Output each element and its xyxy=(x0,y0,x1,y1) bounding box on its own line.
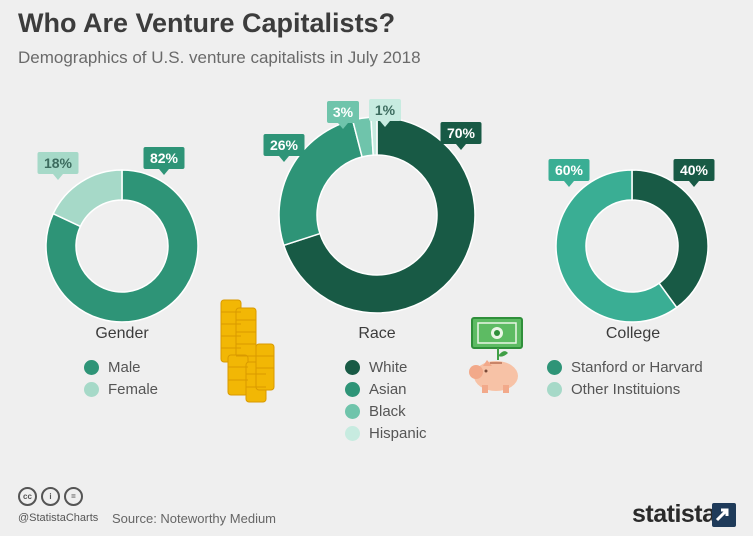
svg-text:70%: 70% xyxy=(447,125,476,141)
data-label: 26% xyxy=(263,134,305,162)
legend-item: Male xyxy=(84,356,158,378)
race-legend: White Asian Black Hispanic xyxy=(345,356,427,444)
legend-swatch xyxy=(84,381,99,397)
data-label: 82% xyxy=(143,147,185,175)
legend-item: Asian xyxy=(345,378,427,400)
statista-handle[interactable]: @StatistaCharts xyxy=(18,512,99,524)
legend-swatch xyxy=(345,425,360,441)
donut-slice-female xyxy=(52,169,123,228)
legend-label: Female xyxy=(108,380,159,398)
svg-text:1%: 1% xyxy=(375,102,396,118)
legend-swatch xyxy=(345,359,360,375)
gender-chart-label: Gender xyxy=(95,325,149,342)
coin-stacks-icon xyxy=(220,299,275,403)
by-icon[interactable]: i xyxy=(41,487,60,506)
legend-label: Black xyxy=(369,402,406,420)
svg-text:60%: 60% xyxy=(555,162,584,178)
race-chart-label: Race xyxy=(358,325,396,342)
svg-text:82%: 82% xyxy=(150,150,179,166)
college-donut: 40% 60% xyxy=(548,159,715,323)
legend-swatch xyxy=(345,381,360,397)
chart-subtitle: Demographics of U.S. venture capitalists… xyxy=(18,48,421,67)
svg-text:40%: 40% xyxy=(680,162,709,178)
svg-text:3%: 3% xyxy=(333,104,354,120)
legend-label: Asian xyxy=(369,380,407,398)
statista-logo[interactable]: statista xyxy=(632,500,716,528)
gender-donut: 82% 18% xyxy=(37,147,199,323)
data-label: 3% xyxy=(327,101,359,129)
cc-icon[interactable]: cc xyxy=(18,487,37,506)
data-label: 40% xyxy=(673,159,715,187)
legend-label: White xyxy=(369,358,408,376)
legend-item: Hispanic xyxy=(345,422,427,444)
svg-text:26%: 26% xyxy=(270,137,299,153)
chart-title: Who Are Venture Capitalists? xyxy=(18,8,396,38)
race-donut: 70% 26% 3% 1% xyxy=(263,99,482,314)
legend-item: Black xyxy=(345,400,427,422)
legend-swatch xyxy=(345,403,360,419)
nd-icon[interactable]: = xyxy=(64,487,83,506)
statista-logo-icon xyxy=(712,503,736,527)
legend-label: Stanford or Harvard xyxy=(571,358,703,376)
college-legend: Stanford or Harvard Other Instituions xyxy=(547,356,703,400)
data-label: 18% xyxy=(37,152,79,180)
gender-legend: Male Female xyxy=(84,356,158,400)
legend-item: Stanford or Harvard xyxy=(547,356,703,378)
data-label: 70% xyxy=(440,122,482,150)
college-chart-label: College xyxy=(605,325,661,342)
legend-swatch xyxy=(547,381,562,397)
piggy-bank-icon xyxy=(469,317,523,393)
source-note: Source: Noteworthy Medium xyxy=(112,511,277,526)
legend-label: Other Instituions xyxy=(571,380,681,398)
legend-item: Other Instituions xyxy=(547,378,703,400)
legend-label: Hispanic xyxy=(369,424,427,442)
legend-swatch xyxy=(84,359,99,375)
data-label: 1% xyxy=(369,99,401,127)
donut-charts: 82% 18% 70% 26% 3% 1% 40% 60% xyxy=(37,99,715,403)
donut-slice-male xyxy=(45,169,199,323)
legend-item: White xyxy=(345,356,427,378)
svg-text:18%: 18% xyxy=(44,155,73,171)
legend-label: Male xyxy=(108,358,141,376)
legend-item: Female xyxy=(84,378,158,400)
donut-slice-stanford-or-harvard xyxy=(631,169,709,309)
legend-swatch xyxy=(547,359,562,375)
donut-slice-white xyxy=(282,116,476,314)
data-label: 60% xyxy=(548,159,590,187)
license-icons: cc i = xyxy=(18,487,83,506)
donut-slice-other-instituions xyxy=(555,169,678,323)
